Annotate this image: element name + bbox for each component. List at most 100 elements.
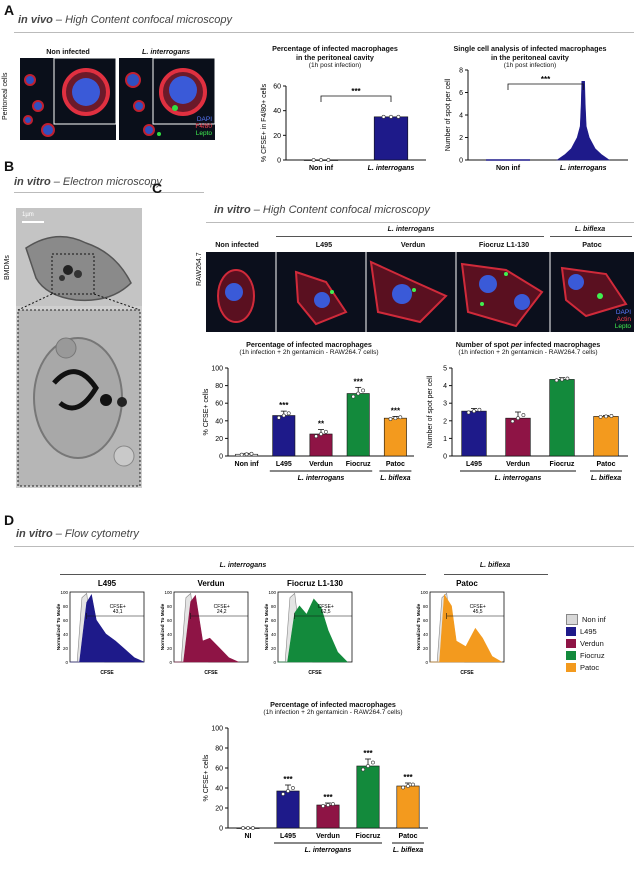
chart-c1-infected-macrophages: 0 20 40 60 80 100 % CFSE+ cells Non inf *** L495 *… xyxy=(203,366,414,482)
gate-value: 62,5 xyxy=(321,609,331,615)
panel-c-group2-line xyxy=(550,236,632,237)
y-tick-label: 0 xyxy=(277,158,281,165)
y-tick-label: 20 xyxy=(215,806,223,813)
histogram-infected xyxy=(278,598,348,663)
y-tick-label: 40 xyxy=(273,108,281,115)
panel-c-group-lbiflexa: L. biflexa xyxy=(574,226,606,233)
gate-value: 45,5 xyxy=(473,609,483,615)
panel-c-micrograph-strip: DAPI Actin Lepto xyxy=(206,252,634,332)
histogram-y-tick: 0 xyxy=(425,660,428,665)
histogram-y-label: Normalized To Mode xyxy=(416,603,422,650)
y-tick-label: 80 xyxy=(215,746,223,753)
histogram-y-label: Normalized To Mode xyxy=(160,603,166,650)
replicate-point xyxy=(281,413,286,418)
violin-shape xyxy=(556,80,611,161)
replicate-point xyxy=(244,452,249,457)
panel-b-letter: B xyxy=(4,158,15,174)
significance-label: *** xyxy=(403,773,413,782)
replicate-point xyxy=(239,452,244,457)
noninfected-cells-image xyxy=(23,57,117,137)
y-tick-label: 60 xyxy=(215,401,223,408)
x-tick-label: Patoc xyxy=(398,833,417,840)
histogram-y-tick: 60 xyxy=(423,618,429,623)
histogram-y-tick: 100 xyxy=(268,590,276,595)
histogram-x-label: CFSE xyxy=(460,670,474,676)
significance-label: *** xyxy=(541,75,551,84)
panel-c-stain-legend: DAPI Actin Lepto xyxy=(615,309,631,330)
replicate-point xyxy=(251,826,255,830)
histogram-title: Verdun xyxy=(197,579,224,588)
significance-label: *** xyxy=(391,406,401,415)
legend-noninf: Non inf xyxy=(566,613,606,625)
replicate-point xyxy=(249,451,254,456)
y-tick-label: 6 xyxy=(459,90,463,97)
chart-d1-flow-infected: 0 20 40 60 80 100 % CFSE+ cells NI *** L495 *** Ver… xyxy=(203,726,428,854)
replicate-point xyxy=(286,411,291,416)
replicate-point xyxy=(466,410,471,415)
legend-lepto-c: Lepto xyxy=(614,323,631,330)
histogram-infected xyxy=(174,594,239,663)
legend-dapi: DAPI xyxy=(196,116,212,123)
histogram-x-label: CFSE xyxy=(204,670,218,676)
replicate-point xyxy=(401,785,405,790)
histogram-y-tick: 60 xyxy=(63,618,69,623)
y-tick-label: 60 xyxy=(273,84,281,91)
group-label-linterrogans: L. interrogans xyxy=(298,475,345,482)
y-tick-label: 0 xyxy=(219,826,223,833)
panel-a-chart2-title: Single cell analysis of infected macroph… xyxy=(453,44,607,69)
replicate-point xyxy=(388,417,393,421)
histogram-y-label: Normalized To Mode xyxy=(264,603,270,650)
histogram-y-label: Normalized To Mode xyxy=(56,603,62,650)
significance-label: *** xyxy=(354,377,364,386)
replicate-point xyxy=(521,413,526,417)
img-title-verdun: Verdun xyxy=(400,240,426,249)
chart-a2-single-cell-spots: 0 2 4 6 8 Number of spot per cell *** Non inf L.… xyxy=(445,68,628,172)
panel-a-letter: A xyxy=(4,2,15,18)
y-tick-label: 0 xyxy=(219,454,223,461)
replicate-point xyxy=(609,414,614,418)
replicate-point xyxy=(326,158,331,162)
replicate-point xyxy=(396,114,401,119)
histogram-y-tick: 40 xyxy=(167,632,173,637)
replicate-point xyxy=(361,767,365,772)
bar xyxy=(316,804,340,829)
histogram-y-tick: 80 xyxy=(271,604,277,609)
replicate-point xyxy=(311,158,316,162)
panel-a-row-label: Peritoneal cells xyxy=(2,72,9,120)
histogram-y-tick: 100 xyxy=(60,590,68,595)
legend-lepto: Lepto xyxy=(195,130,212,137)
panel-b-section-title: in vitro – Electron microscopy xyxy=(14,176,162,188)
electron-micrograph xyxy=(16,208,142,488)
replicate-point xyxy=(356,391,361,396)
y-tick-label: 100 xyxy=(211,366,223,373)
significance-bracket xyxy=(320,95,392,102)
group-label-linterrogans: L. interrogans xyxy=(305,847,352,854)
gate-label: CFSE+ xyxy=(470,604,486,610)
group-label-lbiflexa: L. biflexa xyxy=(380,475,410,482)
significance-label: *** xyxy=(279,401,289,410)
gate-value: 24,2 xyxy=(217,609,227,615)
histogram-x-label: CFSE xyxy=(308,670,322,676)
replicate-point xyxy=(321,804,325,808)
x-tick-label: L. interrogans xyxy=(560,165,607,172)
y-axis-label: % CFSE+ in F4/80+ cells xyxy=(261,83,268,162)
panel-c-letter: C xyxy=(152,180,163,196)
replicate-point xyxy=(324,429,328,434)
x-tick-label: Verdun xyxy=(316,833,340,840)
panel-b-row-label: BMDMs xyxy=(4,255,11,280)
y-tick-label: 20 xyxy=(215,436,223,443)
x-tick-label: L495 xyxy=(276,461,292,468)
histogram-y-tick: 0 xyxy=(273,660,276,665)
panel-c-chart1-title: Percentage of infected macrophages (1h i… xyxy=(239,340,379,356)
bar xyxy=(383,417,407,457)
group-label-linterrogans: L. interrogans xyxy=(495,475,542,482)
histogram-infected xyxy=(430,593,503,663)
replicate-point xyxy=(565,376,570,381)
y-tick-label: 0 xyxy=(459,158,463,165)
x-tick-label: Non inf xyxy=(235,461,260,468)
replicate-point xyxy=(331,802,335,806)
bar xyxy=(396,785,420,829)
replicate-point xyxy=(472,409,476,414)
panel-a-chart1-title: Percentage of infected macrophages in th… xyxy=(272,44,398,69)
legend-verdun: Verdun xyxy=(566,637,606,649)
